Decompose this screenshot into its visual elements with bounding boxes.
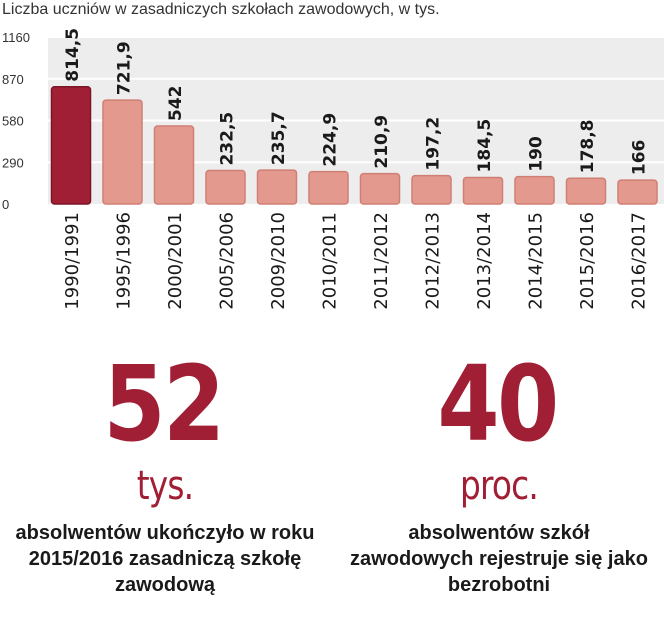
bar-value-label: 184,5: [475, 119, 495, 173]
stat-graduates-number: 52: [103, 343, 225, 465]
stat-unemployed: 40 proc. absolwentów szkół zawodowych re…: [334, 352, 664, 598]
bar-value-label: 178,8: [578, 119, 598, 173]
y-tick-label: 580: [2, 114, 24, 129]
bar-value-label: 190: [527, 136, 547, 172]
bar-value-label: 542: [166, 85, 186, 121]
x-tick-label: 1995/1996: [114, 212, 135, 310]
x-tick-label: 2013/2014: [474, 212, 495, 310]
y-tick-label: 1160: [2, 30, 30, 45]
stat-unemployed-number: 40: [437, 343, 559, 465]
bar: [411, 174, 452, 205]
x-tick-label: 2010/2011: [320, 212, 341, 310]
x-tick-label: 2000/2001: [165, 212, 186, 310]
bar: [462, 176, 504, 205]
stat-unemployed-description: absolwentów szkół zawodowych rejestruje …: [350, 522, 648, 596]
bar-value-label: 232,5: [218, 112, 238, 166]
bar-value-label: 814,5: [63, 28, 83, 82]
bar-value-label: 224,9: [321, 113, 341, 167]
bar: [256, 169, 298, 205]
bar: [205, 169, 246, 205]
x-tick-label: 2012/2013: [423, 212, 444, 310]
y-tick-label: 870: [2, 72, 24, 87]
stat-graduates-unit: tys.: [136, 463, 194, 509]
bar: [102, 99, 143, 205]
stat-graduates-description: absolwentów ukończyło w roku 2015/2016 z…: [15, 522, 315, 596]
stat-graduates: 52 tys. absolwentów ukończyło w roku 201…: [0, 352, 330, 598]
x-tick-label: 1990/1991: [62, 212, 83, 310]
bar: [565, 177, 607, 205]
x-tick-label: 2005/2006: [217, 212, 238, 310]
chart-title: Liczba uczniów w zasadniczych szkołach z…: [2, 1, 440, 18]
bar-value-label: 210,9: [372, 115, 392, 169]
bar: [153, 125, 195, 205]
x-tick-label: 2015/2016: [577, 212, 598, 310]
bar-value-label: 166: [630, 140, 650, 176]
bar-chart: 0 290 580 870 1160 814,5 1990/1991 721,9 1995/19…: [2, 28, 664, 310]
bar-value-label: 197,2: [424, 117, 444, 171]
bar: [617, 179, 658, 205]
bar: [308, 170, 349, 205]
bar: [50, 85, 92, 205]
bar: [359, 172, 401, 205]
x-tick-label: 2016/2017: [629, 212, 650, 310]
x-tick-label: 2011/2012: [371, 212, 392, 310]
bar-value-label: 235,7: [269, 111, 289, 165]
x-tick-label: 2014/2015: [526, 212, 547, 310]
stat-unemployed-unit: proc.: [459, 463, 539, 509]
bar-value-label: 721,9: [115, 41, 135, 95]
y-tick-label: 0: [2, 197, 9, 212]
x-tick-label: 2009/2010: [268, 212, 289, 310]
bar: [514, 175, 555, 205]
y-tick-label: 290: [2, 155, 24, 170]
